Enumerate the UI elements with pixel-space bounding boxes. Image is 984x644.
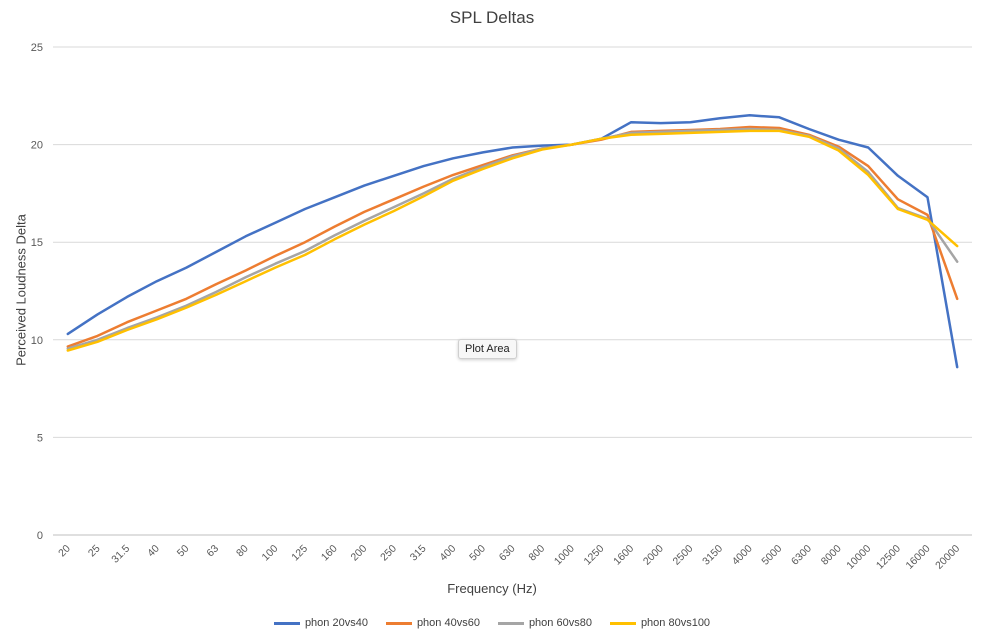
x-tick-label: 8000 bbox=[819, 543, 844, 568]
x-tick-label: 1000 bbox=[552, 543, 577, 568]
x-tick-label: 160 bbox=[319, 543, 340, 564]
legend-label: phon 20vs40 bbox=[304, 617, 368, 629]
y-tick-label: 10 bbox=[31, 335, 43, 347]
x-tick-label: 80 bbox=[234, 543, 251, 560]
x-tick-label: 1250 bbox=[582, 543, 607, 568]
x-tick-label: 10000 bbox=[844, 543, 873, 572]
legend-label: phon 40vs60 bbox=[416, 617, 480, 629]
series-line-1[interactable] bbox=[66, 114, 959, 369]
x-tick-label: 125 bbox=[289, 543, 310, 564]
x-tick-label: 40 bbox=[145, 543, 162, 560]
y-tick-label: 20 bbox=[31, 140, 43, 152]
series-line-3[interactable] bbox=[66, 127, 959, 350]
x-tick-label: 4000 bbox=[730, 543, 755, 568]
x-tick-label: 20 bbox=[56, 543, 73, 560]
legend-label: phon 80vs100 bbox=[640, 617, 711, 629]
legend-item-3[interactable]: phon 60vs80 bbox=[497, 617, 592, 629]
x-tick-label: 800 bbox=[526, 543, 547, 564]
x-tick-label: 500 bbox=[467, 543, 488, 564]
legend-label: phon 60vs80 bbox=[528, 617, 592, 629]
y-tick-label: 0 bbox=[37, 530, 43, 542]
x-tick-label: 200 bbox=[349, 543, 370, 564]
plot-area-tooltip: Plot Area bbox=[458, 339, 517, 359]
legend-item-2[interactable]: phon 40vs60 bbox=[385, 617, 480, 629]
x-tick-label: 1600 bbox=[611, 543, 636, 568]
legend-item-4[interactable]: phon 80vs100 bbox=[609, 617, 711, 629]
x-tick-label: 400 bbox=[437, 543, 458, 564]
series-lines bbox=[66, 114, 959, 369]
x-tick-label: 5000 bbox=[759, 543, 784, 568]
x-tick-label: 6300 bbox=[789, 543, 814, 568]
x-tick-label: 250 bbox=[378, 543, 399, 564]
legend-swatch bbox=[497, 621, 524, 625]
legend-swatch bbox=[609, 621, 636, 625]
y-tick-label: 25 bbox=[31, 42, 43, 54]
x-tick-label: 12500 bbox=[874, 543, 903, 572]
x-tick-label: 2000 bbox=[641, 543, 666, 568]
series-line-4[interactable] bbox=[66, 129, 959, 352]
y-tick-label: 15 bbox=[31, 237, 43, 249]
x-tick-label: 50 bbox=[175, 543, 192, 560]
x-tick-label: 31.5 bbox=[109, 543, 132, 566]
x-tick-label: 25 bbox=[86, 543, 103, 560]
series-line-2[interactable] bbox=[66, 125, 959, 348]
legend-swatch bbox=[385, 621, 412, 625]
x-tick-label: 315 bbox=[408, 543, 429, 564]
x-tick-label: 100 bbox=[260, 543, 281, 564]
x-tick-label: 20000 bbox=[933, 543, 962, 572]
x-tick-label: 63 bbox=[204, 543, 221, 560]
legend-swatch bbox=[273, 621, 300, 625]
legend-item-1[interactable]: phon 20vs40 bbox=[273, 617, 368, 629]
y-tick-label: 5 bbox=[37, 432, 43, 444]
gridlines bbox=[53, 46, 972, 536]
x-axis-label: Frequency (Hz) bbox=[447, 581, 537, 596]
x-tick-label: 3150 bbox=[700, 543, 725, 568]
x-tick-label: 2500 bbox=[670, 543, 695, 568]
x-tick-labels: 20 25 31.5 40 50 63 80 100 125 160 200 250 315 400 500… bbox=[56, 543, 962, 572]
chart-title: SPL Deltas bbox=[449, 8, 535, 27]
legend: phon 20vs40 phon 40vs60 phon 60vs80 phon 80… bbox=[0, 617, 984, 629]
x-tick-label: 16000 bbox=[904, 543, 933, 572]
y-tick-labels: 0 5 10 15 20 25 bbox=[31, 42, 43, 542]
x-tick-label: 630 bbox=[497, 543, 518, 564]
